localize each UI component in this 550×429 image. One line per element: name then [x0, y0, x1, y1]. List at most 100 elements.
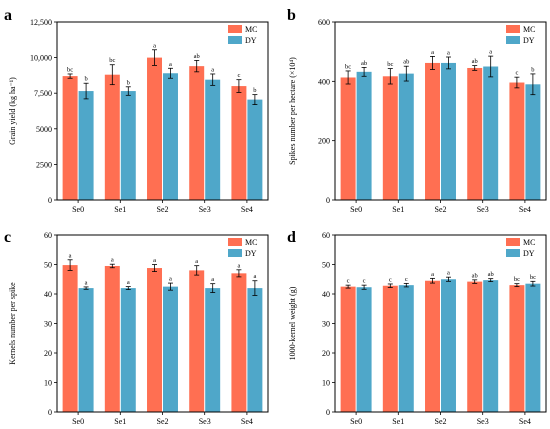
- x-tick-label: Se1: [114, 205, 126, 214]
- y-tick-label: 0: [48, 408, 52, 417]
- significance-letter: ab: [472, 272, 478, 279]
- significance-letter: ab: [403, 59, 409, 66]
- bar-MC-Se4: [509, 285, 525, 412]
- bar-MC-Se1: [382, 285, 398, 412]
- panel-label: d: [287, 229, 296, 246]
- bar-DY-Se4: [247, 99, 263, 200]
- panel-b: b Spikes number per hectare (×10⁴) bc bc a ab…: [287, 7, 547, 214]
- y-axis-label: Spikes number per hectare (×10⁴): [288, 57, 297, 165]
- bar-MC-Se2: [425, 62, 440, 200]
- bar-MC-Se3: [189, 270, 205, 412]
- y-tick-label: 20: [322, 349, 330, 358]
- x-tick-label: Se0: [350, 205, 362, 214]
- y-tick-label: 40: [322, 290, 330, 299]
- bar-MC-Se1: [104, 74, 120, 200]
- panel-c: c Kernels number per spike a a a a a a a a a a 0 10 20…: [4, 229, 269, 426]
- bar-DY-Se2: [163, 73, 178, 200]
- significance-letter: a: [195, 258, 198, 265]
- y-axis-label: Kernels number per spike: [8, 282, 17, 365]
- y-tick-label: 0: [326, 408, 330, 417]
- bar-DY-Se0: [356, 287, 372, 412]
- significance-letter: bc: [387, 61, 393, 68]
- x-tick-label: Se1: [114, 417, 126, 426]
- bar-MC-Se3: [189, 66, 205, 200]
- y-tick-label: 30: [44, 320, 52, 329]
- y-tick-label: 10: [322, 379, 330, 388]
- x-tick-label: Se2: [435, 205, 447, 214]
- y-tick-label: 10,000: [30, 54, 52, 63]
- y-tick-label: 2500: [36, 160, 52, 169]
- x-tick-label: Se4: [241, 417, 253, 426]
- significance-letter: a: [169, 276, 172, 283]
- significance-letter: a: [431, 271, 434, 278]
- x-tick-label: Se0: [72, 417, 84, 426]
- y-tick-label: 40: [44, 290, 52, 299]
- legend-swatch-DY: [228, 36, 242, 44]
- bar-MC-Se4: [231, 86, 247, 200]
- bar-MC-Se1: [104, 265, 120, 412]
- x-tick-label: Se3: [199, 417, 211, 426]
- legend-label-MC: MC: [523, 25, 535, 34]
- bar-DY-Se0: [356, 71, 372, 200]
- bar-DY-Se0: [78, 91, 94, 200]
- significance-letter: c: [405, 276, 408, 283]
- bar-DY-Se4: [525, 283, 541, 412]
- legend-label-DY: DY: [245, 249, 257, 258]
- y-tick-label: 12,500: [30, 18, 52, 27]
- significance-letter: a: [127, 279, 130, 286]
- significance-letter: c: [237, 72, 240, 79]
- y-tick-label: 50: [44, 261, 52, 270]
- significance-letter: bc: [530, 274, 536, 281]
- y-tick-label: 600: [318, 18, 330, 27]
- significance-letter: a: [489, 49, 492, 56]
- panel-label: c: [4, 229, 11, 246]
- bar-DY-Se1: [120, 288, 136, 412]
- bar-DY-Se0: [78, 288, 94, 412]
- y-axis-label: Grain yield (kg ha⁻¹): [8, 77, 17, 145]
- bar-MC-Se3: [467, 67, 483, 200]
- significance-letter: a: [211, 66, 214, 73]
- legend-swatch-MC: [506, 238, 520, 246]
- legend-label-MC: MC: [245, 238, 257, 247]
- bar-MC-Se2: [147, 268, 162, 412]
- bar-DY-Se3: [205, 288, 221, 412]
- legend-swatch-MC: [506, 25, 520, 33]
- panel-label: b: [287, 7, 296, 24]
- x-tick-label: Se3: [477, 205, 489, 214]
- x-tick-label: Se2: [435, 417, 447, 426]
- x-tick-label: Se4: [519, 417, 531, 426]
- significance-letter: c: [515, 70, 518, 77]
- bar-DY-Se1: [398, 285, 414, 412]
- y-tick-label: 50: [322, 261, 330, 270]
- legend-label-DY: DY: [245, 36, 257, 45]
- significance-letter: c: [389, 276, 392, 283]
- y-tick-label: 7,500: [34, 89, 52, 98]
- legend-label-MC: MC: [245, 25, 257, 34]
- x-tick-label: Se1: [392, 417, 404, 426]
- significance-letter: bc: [514, 276, 520, 283]
- significance-letter: a: [169, 61, 172, 68]
- panel-label: a: [4, 7, 12, 24]
- x-tick-label: Se2: [157, 417, 169, 426]
- legend-label-DY: DY: [523, 36, 535, 45]
- x-tick-label: Se0: [72, 205, 84, 214]
- bar-MC-Se3: [467, 281, 483, 412]
- legend-swatch-DY: [506, 36, 520, 44]
- y-tick-label: 400: [318, 77, 330, 86]
- significance-letter: a: [153, 257, 156, 264]
- significance-letter: ab: [194, 53, 200, 60]
- significance-letter: ab: [472, 58, 478, 65]
- x-tick-label: Se2: [157, 205, 169, 214]
- significance-letter: bc: [67, 66, 73, 73]
- significance-letter: bc: [109, 57, 115, 64]
- significance-letter: c: [363, 278, 366, 285]
- y-tick-label: 5000: [36, 125, 52, 134]
- significance-letter: c: [347, 278, 350, 285]
- bar-DY-Se2: [163, 286, 178, 413]
- y-tick-label: 20: [44, 349, 52, 358]
- bar-DY-Se1: [398, 73, 414, 200]
- significance-letter: bc: [345, 63, 351, 70]
- significance-letter: b: [84, 76, 87, 83]
- significance-letter: a: [85, 279, 88, 286]
